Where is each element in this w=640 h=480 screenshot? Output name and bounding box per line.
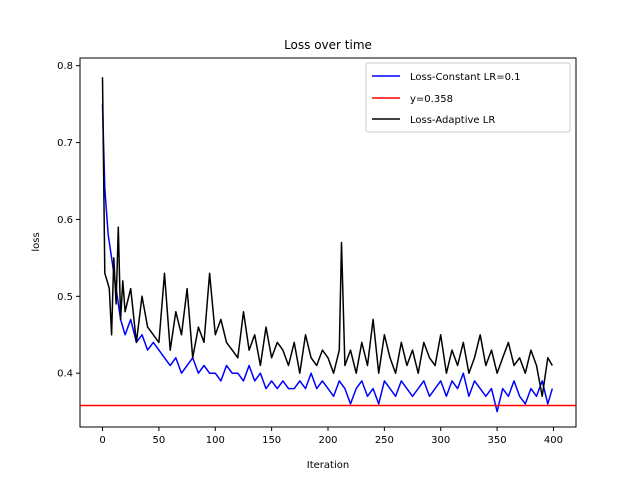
- series-layer: [80, 77, 576, 413]
- y-tick-label: 0.7: [57, 138, 73, 149]
- y-tick-label: 0.5: [57, 292, 73, 303]
- x-tick-label: 400: [544, 435, 563, 446]
- y-tick-label: 0.4: [57, 369, 73, 380]
- x-tick-label: 200: [318, 435, 337, 446]
- legend-label-constant-lr: Loss-Constant LR=0.1: [410, 72, 520, 83]
- x-tick-label: 250: [375, 435, 394, 446]
- x-tick-label: 350: [488, 435, 507, 446]
- y-axis: 0.4 0.5 0.6 0.7 0.8: [57, 61, 80, 380]
- x-tick-label: 100: [206, 435, 225, 446]
- chart-title: Loss over time: [284, 38, 372, 52]
- series-line-adaptive-lr: [101, 77, 553, 398]
- x-tick-label: 50: [153, 435, 166, 446]
- series-line-constant-lr: [101, 104, 554, 413]
- x-tick-label: 0: [99, 435, 105, 446]
- x-axis: 0 50 100 150 200 250 300 350 400: [99, 427, 563, 446]
- legend-label-adaptive-lr: Loss-Adaptive LR: [410, 115, 495, 126]
- x-axis-label: Iteration: [307, 460, 349, 471]
- x-tick-label: 300: [431, 435, 450, 446]
- x-tick-label: 150: [262, 435, 281, 446]
- y-axis-label: loss: [31, 232, 42, 251]
- legend-label-threshold: y=0.358: [410, 94, 453, 105]
- y-tick-label: 0.8: [57, 61, 73, 72]
- legend-box: [365, 62, 571, 133]
- y-tick-label: 0.6: [57, 215, 73, 226]
- legend: Loss-Constant LR=0.1 y=0.358 Loss-Adapti…: [365, 62, 571, 133]
